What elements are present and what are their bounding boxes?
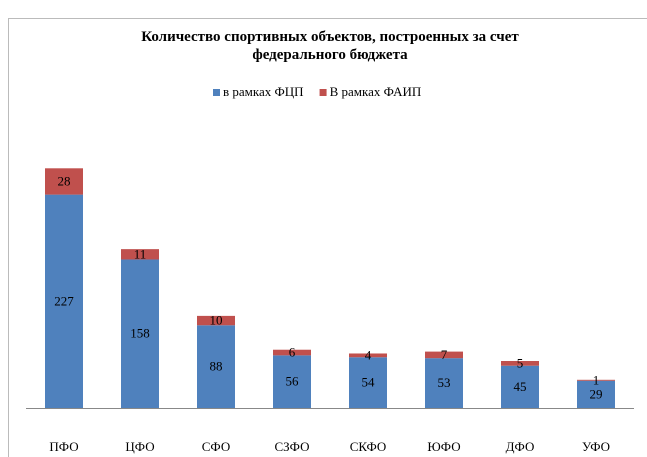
data-label: 28 [58, 173, 71, 188]
data-label: 4 [365, 347, 372, 362]
bar-segment [121, 259, 159, 408]
legend-swatch [213, 89, 220, 96]
bar-segment [425, 351, 463, 359]
data-label: 29 [590, 386, 603, 401]
bar-segment [45, 168, 83, 195]
x-tick-label: ДФО [506, 439, 535, 454]
bar-segment [45, 194, 83, 408]
bar-segment [197, 315, 235, 326]
bar-segment [501, 361, 539, 366]
data-label: 1 [593, 372, 600, 387]
x-tick-label: ЮФО [427, 439, 460, 454]
data-label: 158 [130, 326, 150, 341]
data-label: 11 [134, 246, 147, 261]
chart-border [8, 18, 647, 457]
bar-segment [501, 365, 539, 408]
bar-segment [197, 325, 235, 408]
legend-label: В рамках ФАИП [330, 84, 422, 99]
x-tick-label: СКФО [350, 439, 387, 454]
x-tick-label: ЦФО [125, 439, 154, 454]
data-label: 88 [210, 359, 223, 374]
x-tick-label: СЗФО [274, 439, 309, 454]
data-label: 227 [54, 293, 74, 308]
data-label: 6 [289, 345, 296, 360]
x-tick-label: УФО [582, 439, 610, 454]
legend-swatch [319, 89, 327, 96]
data-label: 45 [514, 379, 527, 394]
data-label: 53 [438, 375, 451, 390]
bar-segment [349, 357, 387, 408]
data-label: 56 [286, 374, 300, 389]
bar-segment [273, 349, 311, 356]
bar-segment [121, 249, 159, 260]
data-label: 5 [517, 355, 524, 370]
bar-segment [577, 379, 615, 381]
data-label: 54 [362, 375, 376, 390]
bar-segment [273, 355, 311, 408]
chart-title: Количество спортивных объектов, построен… [141, 29, 519, 63]
bar-segment [349, 353, 387, 358]
bar-segment [425, 358, 463, 408]
data-label: 7 [441, 347, 448, 362]
data-label: 10 [210, 313, 223, 328]
x-tick-label: СФО [202, 439, 231, 454]
bar-segment [577, 380, 615, 408]
x-tick-label: ПФО [49, 439, 78, 454]
legend-label: в рамках ФЦП [223, 84, 304, 99]
